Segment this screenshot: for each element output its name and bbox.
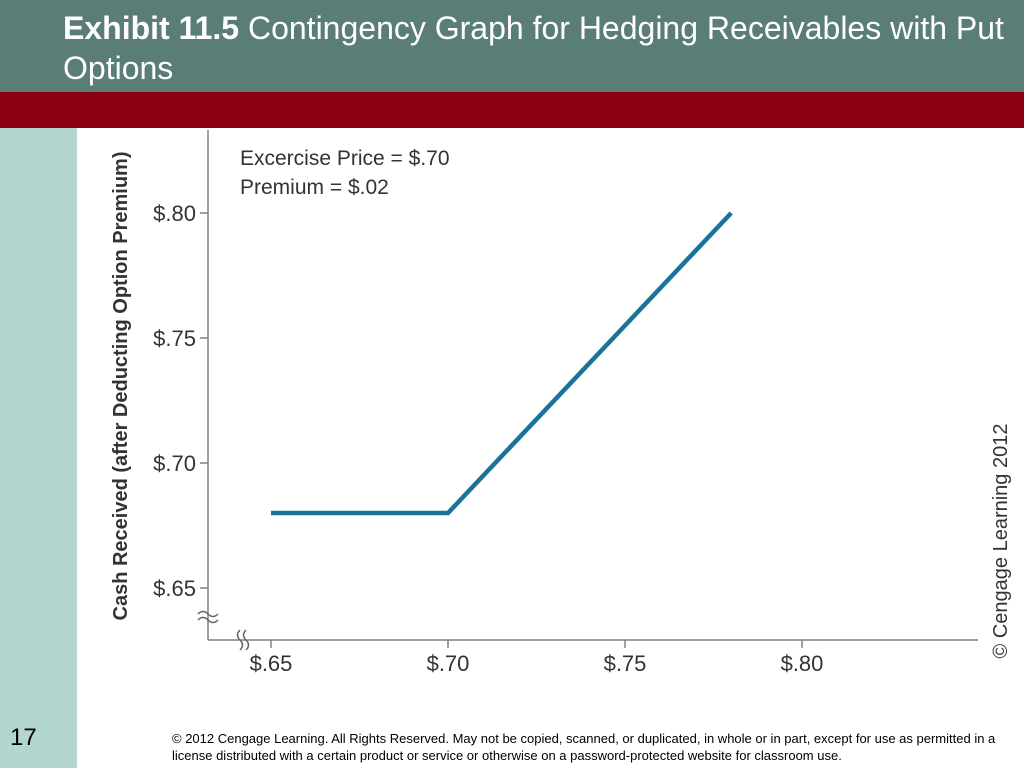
series-group <box>271 211 733 516</box>
title-text: Contingency Graph for Hedging Receivable… <box>63 10 1004 86</box>
copyright-footer: © 2012 Cengage Learning. All Rights Rese… <box>172 731 996 763</box>
y-break-mark <box>197 610 219 618</box>
x-break-mark <box>242 629 250 651</box>
y-axis-title: Cash Received (after Deducting Option Pr… <box>110 152 132 621</box>
annotations: Excercise Price = $.70 Premium = $.02 <box>240 147 450 199</box>
y-tick-label: $.70 <box>153 451 196 476</box>
y-tick-label: $.75 <box>153 326 196 351</box>
x-tick-label: $.70 <box>427 651 470 676</box>
x-tick-label: $.65 <box>250 651 293 676</box>
header-bar: Exhibit 11.5 Contingency Graph for Hedgi… <box>0 0 1024 92</box>
contingency-chart: Cash Received (after Deducting Option Pr… <box>110 130 1012 676</box>
y-break-mark <box>197 616 219 624</box>
exhibit-label: Exhibit 11.5 <box>63 10 240 46</box>
series-line <box>271 211 733 516</box>
accent-band <box>0 92 1024 128</box>
x-break-mark <box>236 629 244 651</box>
ticks: $.65 $.70 $.75 $.80 $.65 $.70 $.75 $.80 <box>153 201 823 676</box>
y-tick-label: $.65 <box>153 576 196 601</box>
y-axis-title-text: Cash Received (after Deducting Option Pr… <box>110 152 132 621</box>
credit-text: © Cengage Learning 2012 <box>990 424 1012 659</box>
left-sidebar <box>0 128 77 768</box>
axes <box>207 130 978 641</box>
annotation-text: Premium = $.02 <box>240 176 389 199</box>
x-tick-label: $.75 <box>604 651 647 676</box>
y-tick-label: $.80 <box>153 201 196 226</box>
slide-title: Exhibit 11.5 Contingency Graph for Hedgi… <box>63 8 1013 88</box>
axis-break-marks <box>197 610 250 651</box>
slide-number: 17 <box>10 724 37 751</box>
annotation-text: Excercise Price = $.70 <box>240 147 450 170</box>
credit-text-group: © Cengage Learning 2012 <box>990 424 1012 659</box>
x-tick-label: $.80 <box>781 651 824 676</box>
